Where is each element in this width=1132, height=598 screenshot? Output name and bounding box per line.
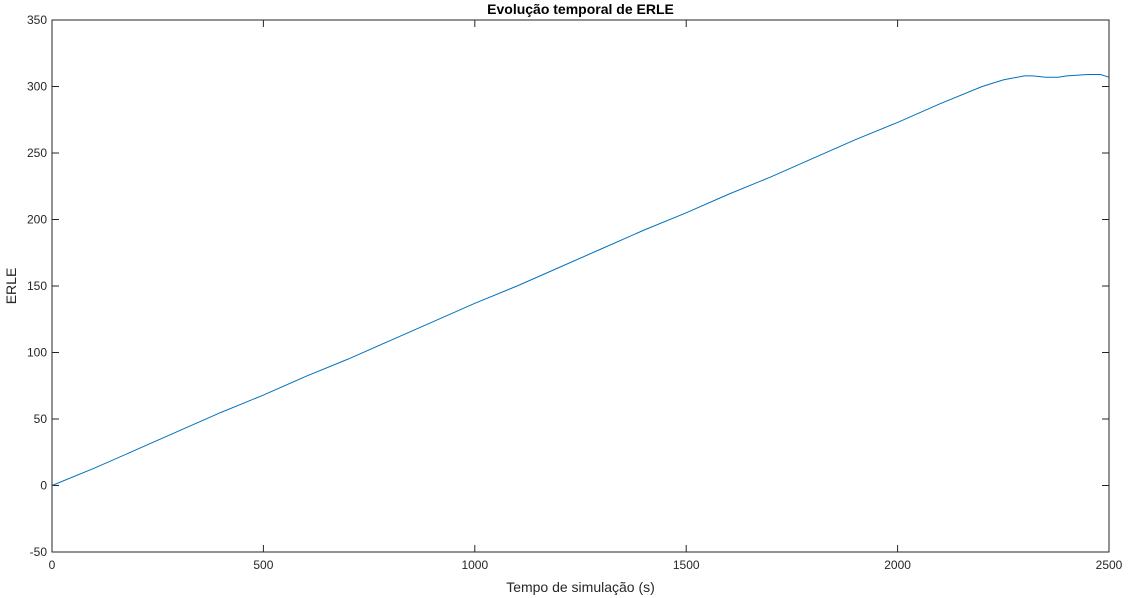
- x-tick-label: 1500: [673, 558, 700, 572]
- chart-title: Evolução temporal de ERLE: [487, 1, 674, 17]
- y-tick-label: 350: [27, 13, 47, 27]
- y-axis-label: ERLE: [3, 268, 19, 305]
- axes-box: [51, 19, 1110, 553]
- y-tick-label: 300: [27, 80, 47, 94]
- x-tick-label: 2000: [884, 558, 911, 572]
- y-tick-label: 100: [27, 346, 47, 360]
- x-axis-label: Tempo de simulação (s): [506, 579, 655, 595]
- x-tick-label: 0: [49, 558, 56, 572]
- erle-series-line: [51, 74, 1110, 486]
- x-tick-label: 500: [253, 558, 273, 572]
- y-tick-label: 150: [27, 279, 47, 293]
- x-tick-label: 1000: [461, 558, 488, 572]
- y-tick-label: -50: [30, 545, 48, 559]
- plot-area: [52, 20, 1109, 552]
- y-tick-label: 200: [27, 213, 47, 227]
- x-tick-label: 2500: [1096, 558, 1123, 572]
- y-tick-label: 250: [27, 146, 47, 160]
- y-tick-label: 0: [40, 479, 47, 493]
- tick-labels: 0 500 1000 1500 2000 2500-5005010015020025030…: [27, 13, 1123, 572]
- y-tick-label: 50: [34, 412, 48, 426]
